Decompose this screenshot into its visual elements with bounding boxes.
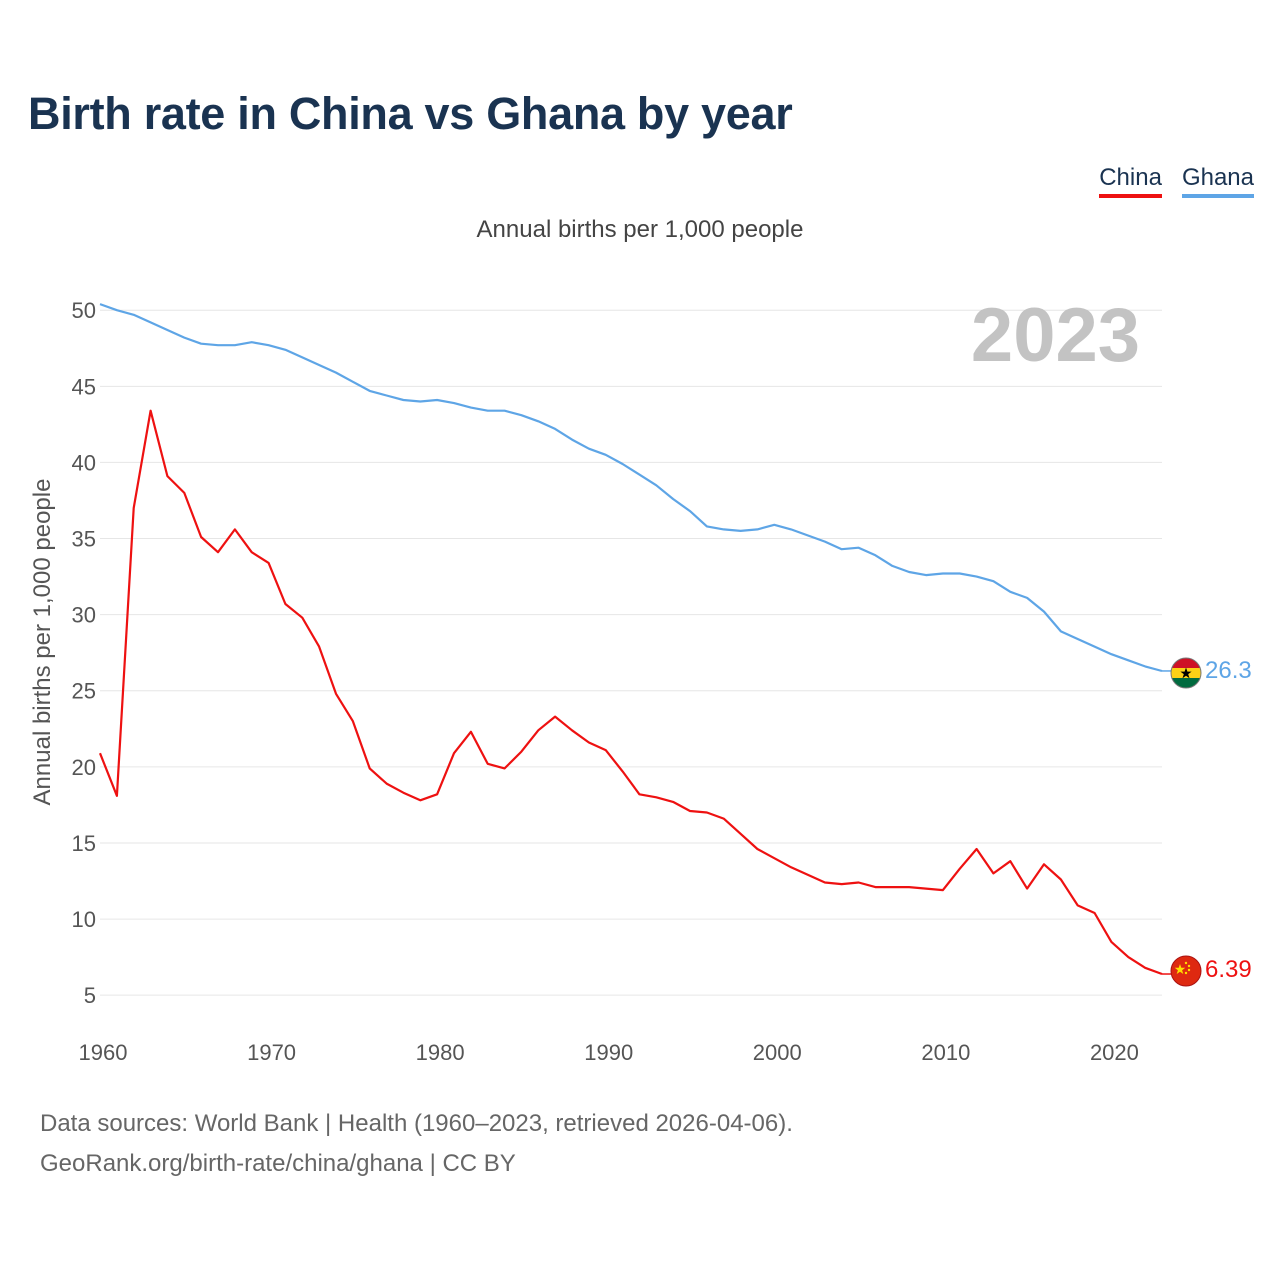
- y-tick-label: 10: [72, 907, 96, 932]
- chart-legend: China Ghana: [1099, 164, 1254, 198]
- x-tick-label: 2000: [753, 1040, 802, 1065]
- x-axis-ticks: 1960 1970 1980 1990 2000 2010 2020: [79, 1040, 1139, 1065]
- x-tick-label: 1990: [584, 1040, 633, 1065]
- x-tick-label: 1960: [79, 1040, 128, 1065]
- y-tick-label: 30: [72, 603, 96, 628]
- y-tick-label: 20: [72, 755, 96, 780]
- chart-subtitle: Annual births per 1,000 people: [476, 216, 804, 243]
- y-axis-ticks: 5 10 15 20 25 30 35 40 45 50: [72, 298, 96, 1008]
- year-watermark: 2023: [971, 293, 1140, 378]
- series-line-ghana[interactable]: [99, 303, 1163, 673]
- y-tick-label: 15: [72, 831, 96, 856]
- legend-item-ghana[interactable]: Ghana: [1181, 164, 1254, 198]
- y-tick-label: 5: [84, 983, 96, 1008]
- x-tick-label: 2010: [921, 1040, 970, 1065]
- footer: Data sources: World Bank | Health (1960–…: [40, 1104, 793, 1184]
- page-title: Birth rate in China vs Ghana by year: [28, 88, 793, 139]
- x-tick-label: 1970: [247, 1040, 296, 1065]
- ghana-flag-icon: [1170, 657, 1202, 689]
- series-lines: [98, 303, 1171, 976]
- footer-sources: Data sources: World Bank | Health (1960–…: [40, 1110, 793, 1137]
- china-flag-icon: [1170, 955, 1202, 987]
- series-line-china[interactable]: [98, 409, 1163, 976]
- footer-link[interactable]: GeoRank.org/birth-rate/china/ghana | CC …: [40, 1150, 516, 1177]
- y-tick-label: 45: [72, 374, 96, 399]
- ghana-end-value-label: 26.3: [1205, 657, 1252, 684]
- y-tick-label: 50: [72, 298, 96, 323]
- y-tick-label: 35: [72, 527, 96, 552]
- birth-rate-line-chart: 5 10 15 20 25 30 35 40 45 50 1960 1970 1980 1990 2000…: [29, 293, 1252, 1065]
- legend-item-china[interactable]: China: [1099, 164, 1162, 198]
- china-end-value-label: 6.39: [1205, 956, 1252, 983]
- y-tick-label: 40: [72, 450, 96, 475]
- y-tick-label: 25: [72, 679, 96, 704]
- y-axis-title: Annual births per 1,000 people: [29, 479, 56, 806]
- gridlines: [100, 309, 1162, 996]
- x-tick-label: 1980: [416, 1040, 465, 1065]
- x-tick-label: 2020: [1090, 1040, 1139, 1065]
